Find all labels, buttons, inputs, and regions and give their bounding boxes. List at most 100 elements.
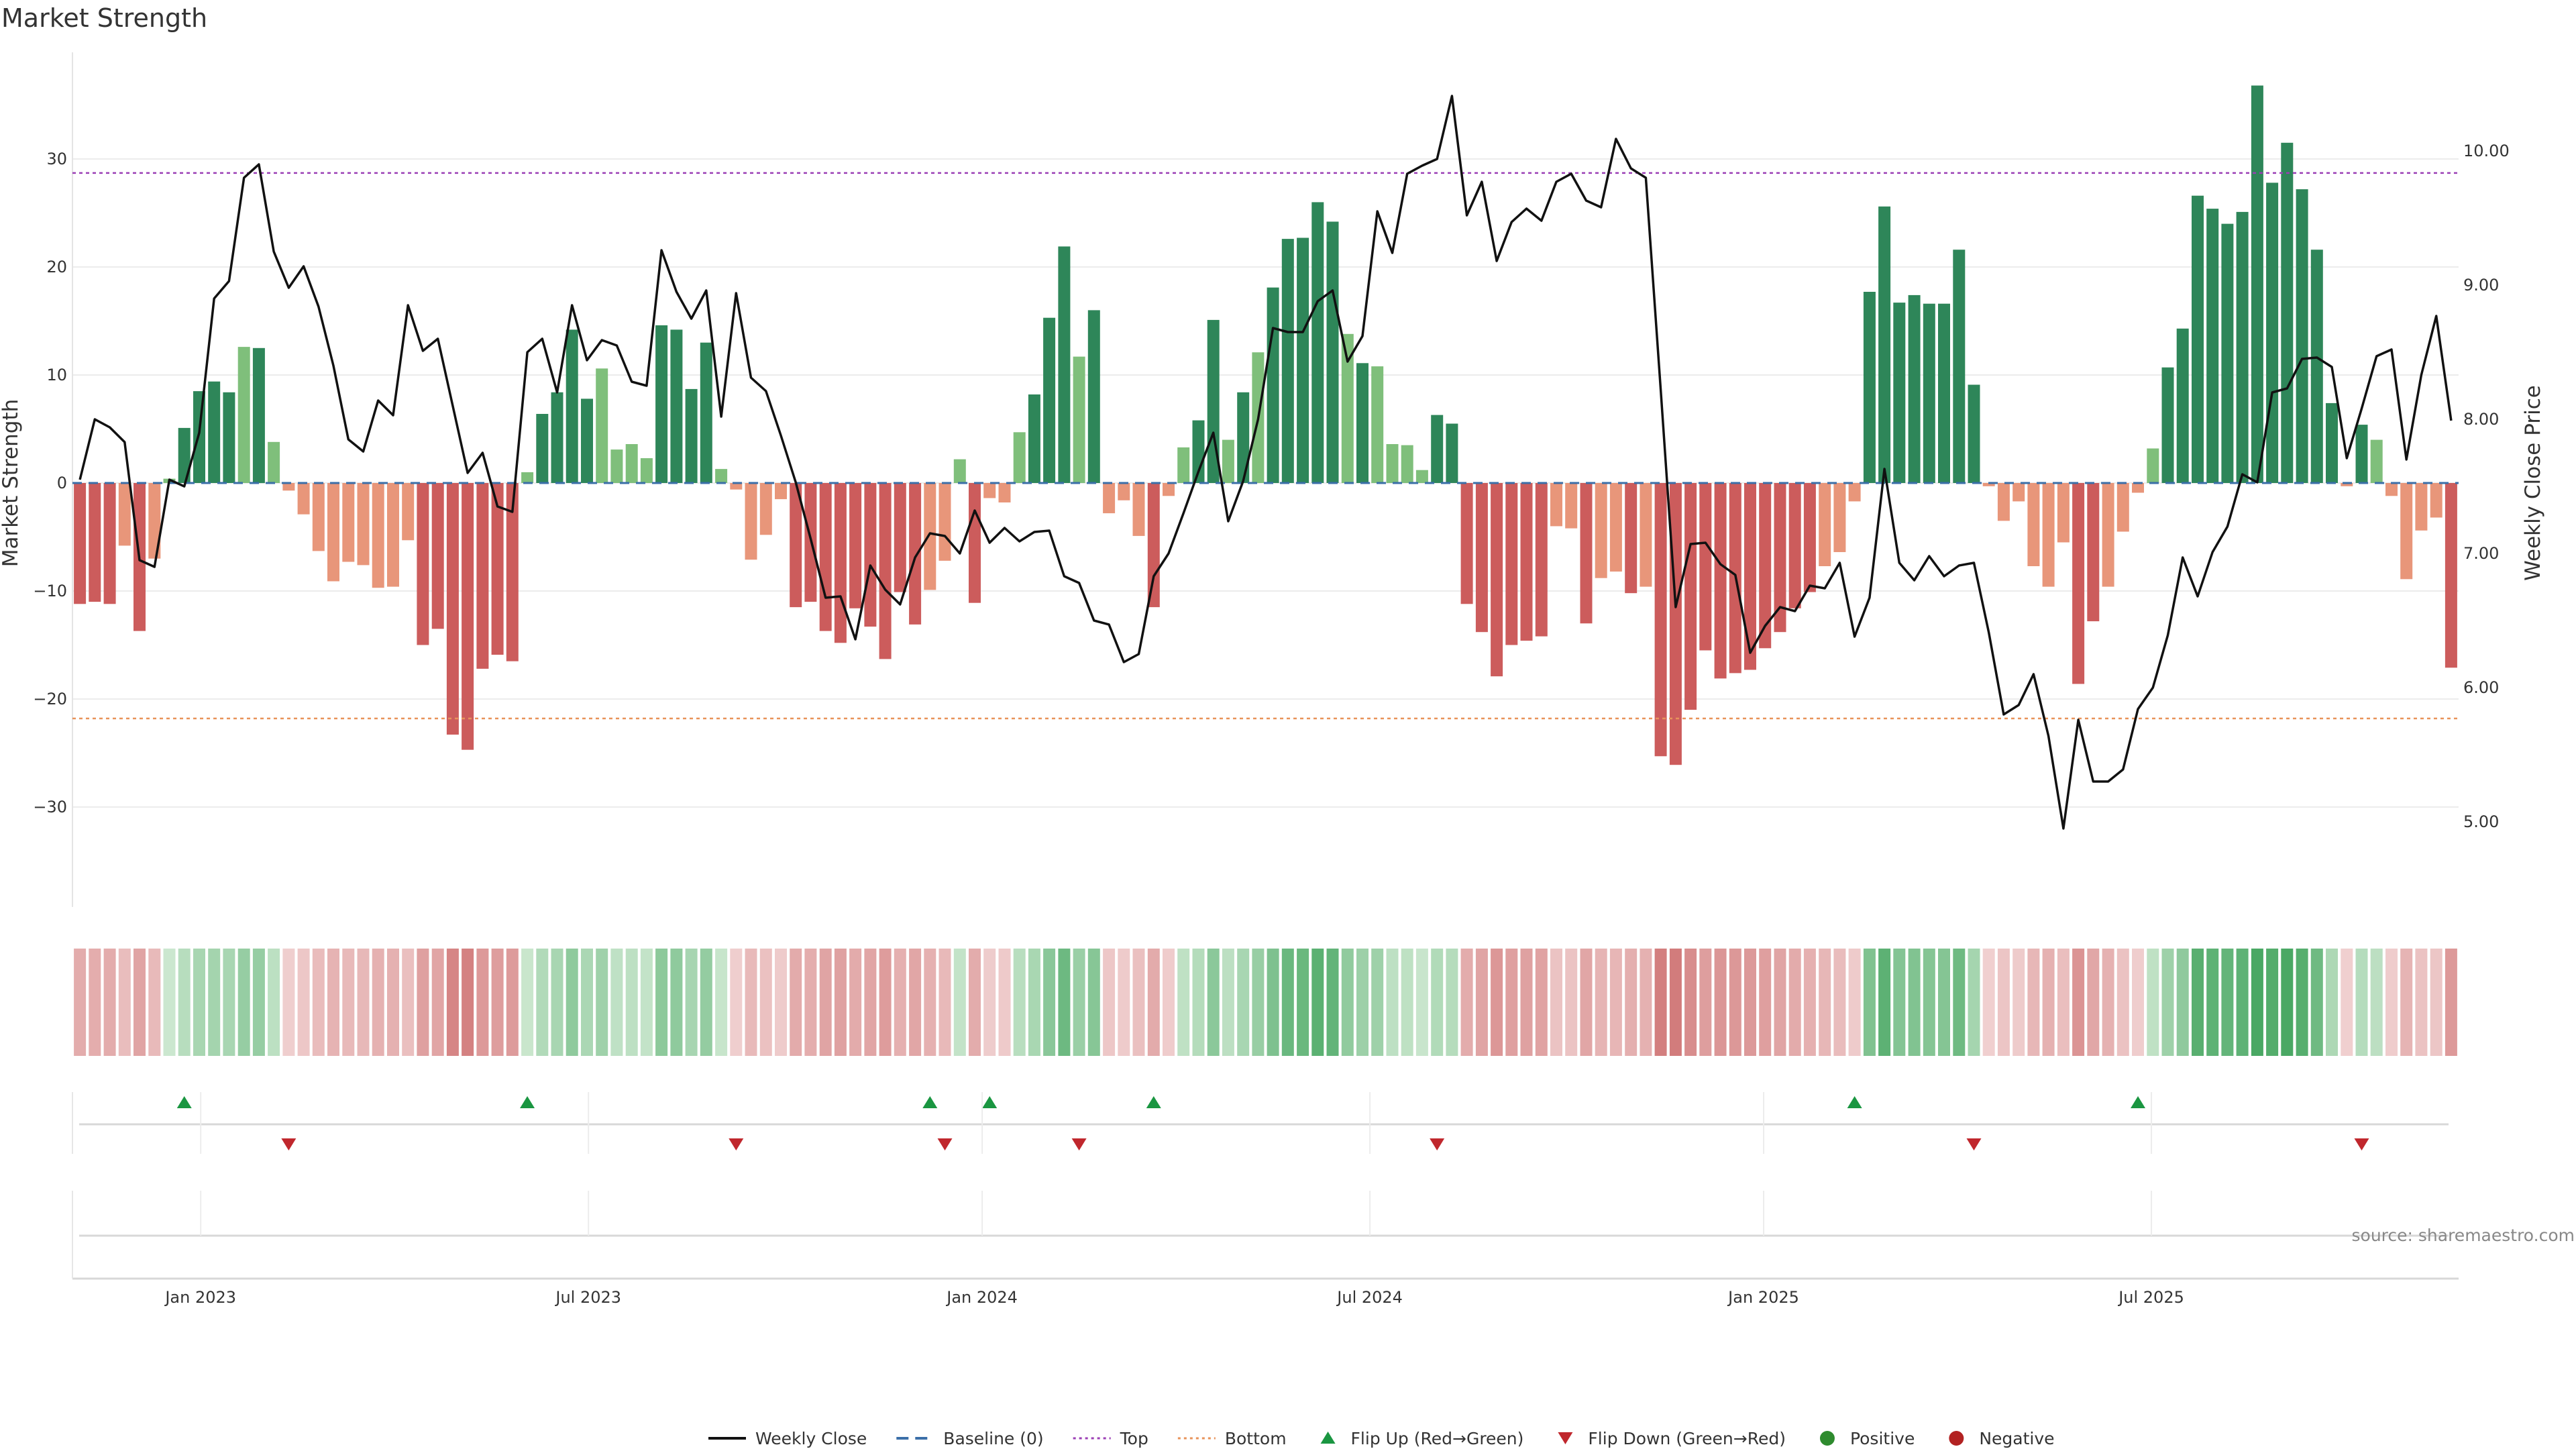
legend-item: Positive	[1819, 1429, 1915, 1448]
strength-bar	[402, 483, 415, 541]
heat-cell	[894, 949, 906, 1056]
strength-bar	[2415, 483, 2428, 531]
heat-cell	[2415, 949, 2428, 1056]
strength-bar	[1684, 483, 1697, 710]
legend-label: Bottom	[1225, 1429, 1287, 1448]
x-tick-label: Jan 2025	[1727, 1288, 1799, 1307]
source-note: source: sharemaestro.com	[2352, 1226, 2575, 1245]
strength-bar	[252, 347, 265, 484]
strength-bar	[596, 368, 608, 483]
heat-cell	[1371, 949, 1384, 1056]
left-tick-label: −20	[33, 690, 67, 708]
strength-bar	[2370, 439, 2383, 483]
strength-bar	[446, 483, 459, 735]
strength-bar	[536, 414, 549, 483]
strength-bar	[581, 398, 593, 483]
heat-cell	[2132, 949, 2144, 1056]
heat-cell	[148, 949, 161, 1056]
heat-cell	[1460, 949, 1473, 1056]
flip-up-marker	[982, 1096, 998, 1108]
strength-bar	[670, 329, 683, 483]
heat-cell	[2281, 949, 2294, 1056]
strength-bar	[342, 483, 355, 562]
heat-cell	[700, 949, 712, 1056]
heat-cell	[1595, 949, 1607, 1056]
strength-bar	[237, 347, 250, 483]
heat-cell	[1953, 949, 1966, 1056]
heat-cell	[790, 949, 802, 1056]
legend-label: Flip Up (Red→Green)	[1351, 1429, 1524, 1448]
strength-bar	[1415, 470, 1428, 483]
strength-bar	[2236, 211, 2249, 483]
strength-bar	[2161, 367, 2174, 483]
heat-cell	[1505, 949, 1518, 1056]
strength-bar	[327, 483, 339, 582]
strength-bar	[1595, 483, 1607, 578]
heat-cell	[655, 949, 668, 1056]
heat-cell	[879, 949, 892, 1056]
x-tick-label: Jan 2023	[164, 1288, 236, 1307]
flip-down-marker	[2354, 1138, 2369, 1150]
heat-cell	[1028, 949, 1040, 1056]
strength-bar	[790, 483, 802, 608]
strength-bar	[208, 381, 221, 483]
strength-bar	[1013, 432, 1026, 483]
heat-cell	[1774, 949, 1786, 1056]
lower-panel-axes	[72, 1092, 2459, 1280]
strength-bar	[1744, 483, 1756, 670]
heat-cell	[208, 949, 221, 1056]
heat-cell	[2072, 949, 2085, 1056]
strength-bar	[1714, 483, 1727, 679]
strength-bar	[1625, 483, 1638, 594]
strength-bar	[2027, 483, 2040, 566]
flip-down-marker	[1430, 1138, 1445, 1150]
legend-item: Top	[1073, 1429, 1148, 1448]
strength-bar	[148, 483, 161, 559]
strength-bar	[1565, 483, 1578, 529]
strength-bars	[74, 85, 2457, 765]
heat-cell	[536, 949, 549, 1056]
strength-bar	[1803, 483, 1816, 592]
strength-bar	[1491, 483, 1503, 677]
heat-cell	[775, 949, 787, 1056]
strength-bar	[700, 342, 712, 483]
heat-cell	[1565, 949, 1578, 1056]
strength-bar	[506, 483, 519, 661]
heat-cell	[476, 949, 489, 1056]
strength-bar	[2087, 483, 2100, 622]
heat-cell	[312, 949, 325, 1056]
flip-up-marker	[2131, 1096, 2146, 1108]
heat-cell	[551, 949, 564, 1056]
heat-cell	[2341, 949, 2353, 1056]
heat-cell	[1788, 949, 1801, 1056]
strength-bar	[2385, 483, 2398, 496]
heat-cell	[849, 949, 862, 1056]
left-tick-label: 0	[57, 474, 67, 492]
heat-cell	[1699, 949, 1712, 1056]
heat-cell	[1580, 949, 1593, 1056]
strength-bar	[879, 483, 892, 659]
heat-cell	[223, 949, 235, 1056]
strength-bar	[730, 483, 743, 490]
heat-cell	[1356, 949, 1368, 1056]
flip-up-marker	[520, 1096, 535, 1108]
heat-cell	[89, 949, 101, 1056]
heat-cell	[2027, 949, 2040, 1056]
left-axis-ticks: 30 20 10 0 −10 −20 −30	[33, 150, 67, 816]
heat-cell	[1177, 949, 1190, 1056]
heat-cell	[2445, 949, 2457, 1056]
heat-cell	[998, 949, 1011, 1056]
heat-cell	[1237, 949, 1250, 1056]
left-tick-label: 20	[46, 258, 67, 276]
heat-cell	[103, 949, 116, 1056]
strength-bar	[462, 483, 474, 750]
strength-bar	[89, 483, 101, 602]
heat-cell	[1103, 949, 1116, 1056]
strength-bar	[745, 483, 757, 560]
legend-label: Flip Down (Green→Red)	[1588, 1429, 1786, 1448]
heat-cell	[1341, 949, 1354, 1056]
strength-bar	[2102, 483, 2114, 587]
heat-cell	[2430, 949, 2443, 1056]
legend-item: Negative	[1949, 1429, 2055, 1448]
strength-bar	[1819, 483, 1831, 566]
